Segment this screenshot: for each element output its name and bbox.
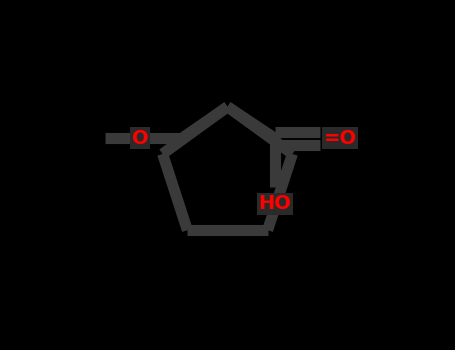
Text: =O: =O: [324, 129, 357, 148]
Text: O: O: [131, 129, 148, 148]
Text: HO: HO: [258, 194, 291, 213]
